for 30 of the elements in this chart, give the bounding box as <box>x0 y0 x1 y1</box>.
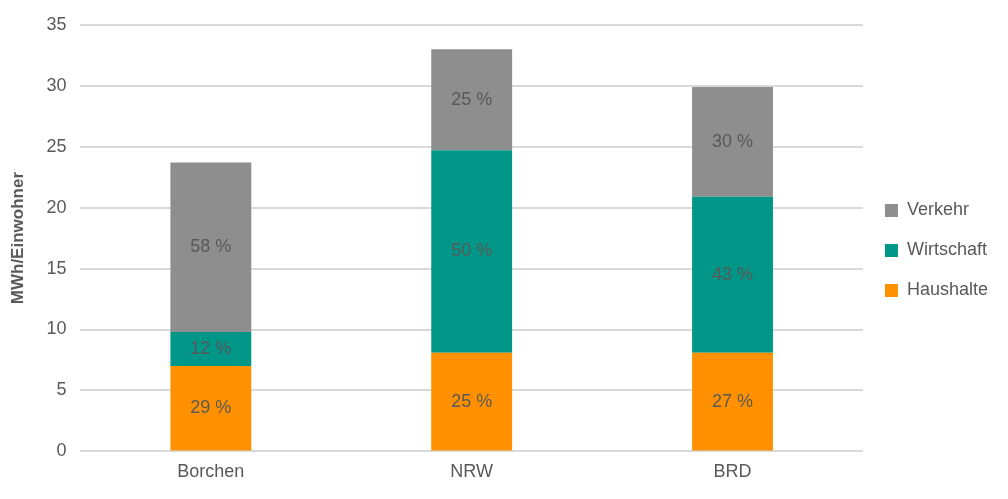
legend-label: Verkehr <box>906 199 969 220</box>
y-tick-label: 15 <box>46 257 67 278</box>
bar <box>431 49 513 151</box>
annotation: 12 % <box>190 337 232 358</box>
annotation: 29 % <box>190 397 232 418</box>
y-tick-label: 10 <box>46 318 67 339</box>
y-tick-label: 35 <box>46 13 67 34</box>
y-tick-label: 0 <box>56 440 67 461</box>
bar <box>170 162 252 332</box>
x-tick-label: BRD <box>713 461 752 482</box>
bar <box>692 86 773 197</box>
bar <box>170 331 252 367</box>
bar <box>170 366 252 451</box>
x-tick-label: NRW <box>450 461 494 482</box>
annotation: 43 % <box>712 263 754 284</box>
annotation: 27 % <box>712 390 754 411</box>
bar <box>692 352 773 451</box>
y-tick-label: 25 <box>46 135 67 156</box>
y-tick-label: 5 <box>56 379 67 400</box>
bar <box>431 150 513 353</box>
y-axis-title: MWh/Einwohner <box>7 171 27 305</box>
legend-label: Haushalte <box>906 279 989 300</box>
bar <box>692 196 773 353</box>
annotation: 25 % <box>451 390 493 411</box>
bar <box>431 352 513 451</box>
legend-label: Wirtschaft <box>906 239 987 260</box>
x-tick-label: Borchen <box>177 461 245 482</box>
y-tick-label: 20 <box>46 196 67 217</box>
y-tick-label: 30 <box>46 74 67 95</box>
annotation: 50 % <box>451 240 493 261</box>
